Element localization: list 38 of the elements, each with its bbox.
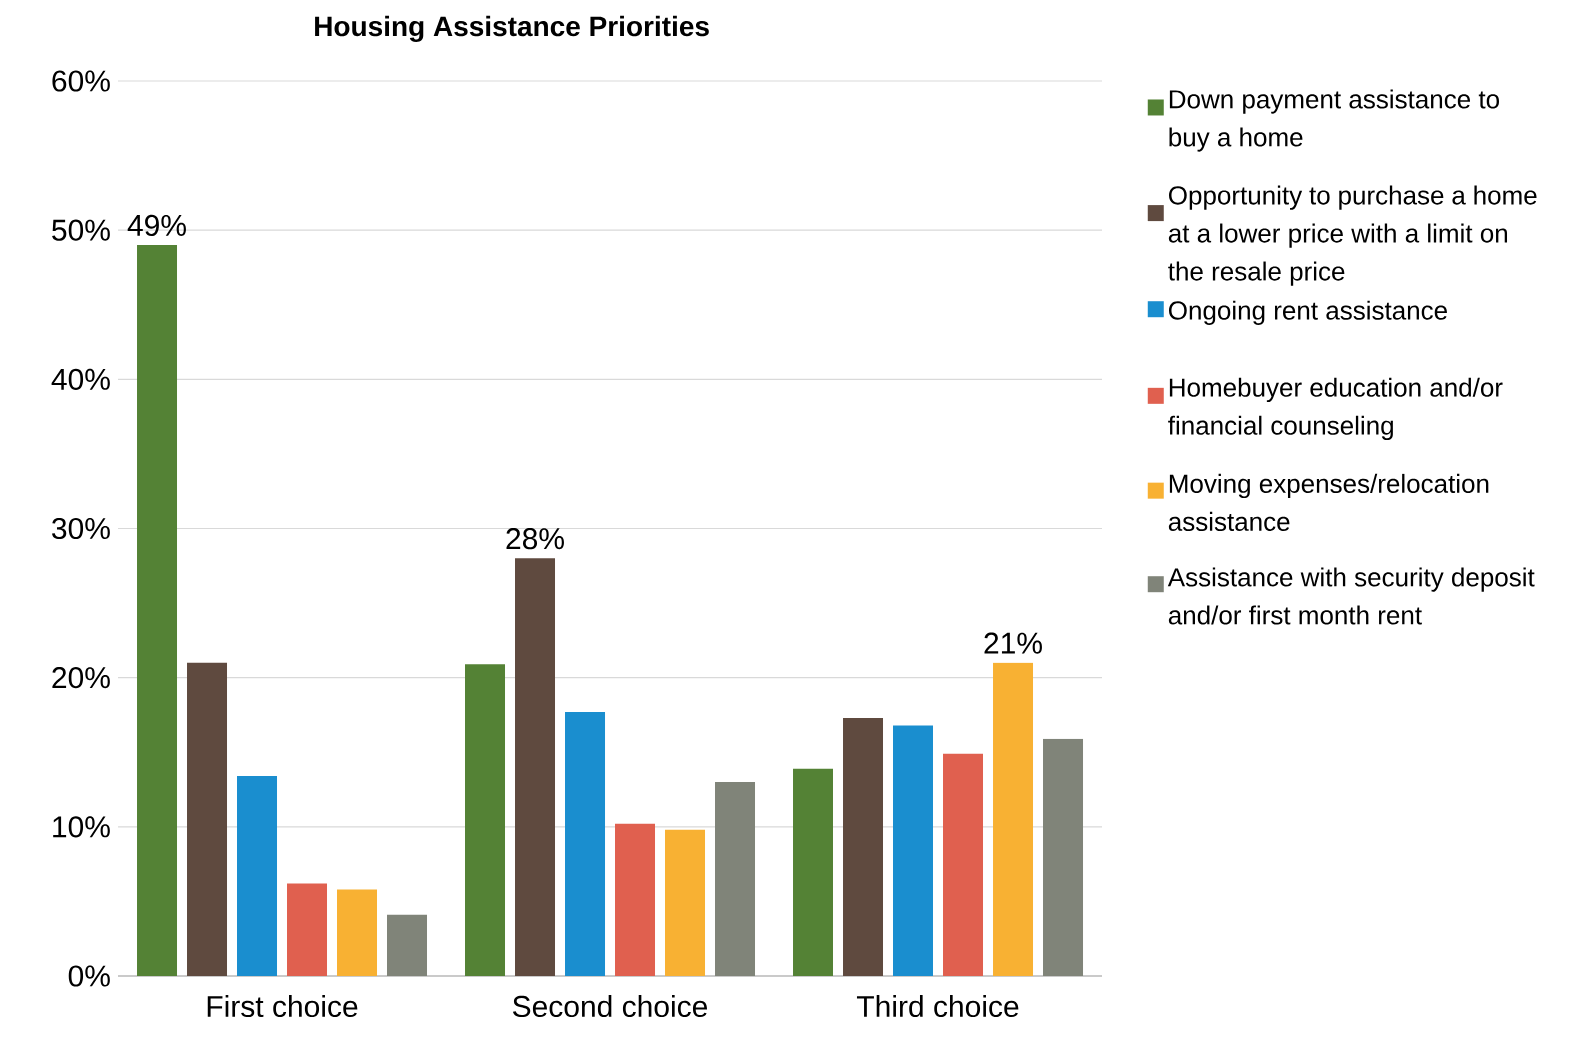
data-label: 28% [506,528,564,550]
legend-label: Moving expenses/relocation assistance [1168,473,1489,531]
bar [943,753,984,976]
bar [137,245,178,976]
bar [237,776,278,976]
bar [715,782,756,976]
y-tick-label: 40% [51,368,110,390]
legend-label: Ongoing rent assistance [1168,300,1447,325]
y-tick-label: 60% [52,70,110,92]
bar [387,914,428,976]
legend-label: Down payment assistance to buy a home [1169,89,1499,152]
bar [993,662,1034,976]
bar [187,662,228,976]
bar [1043,738,1084,976]
y-tick-label: 0% [68,965,110,987]
y-tick-label: 20% [52,667,110,689]
y-tick-label: 10% [53,816,110,838]
chart-title: Housing Assistance Priorities [315,15,709,42]
data-label: 21% [984,632,1042,654]
x-tick-label: Second choice [512,995,708,1018]
legend-label: Assistance with security deposit and/or first month rent [1167,567,1535,625]
y-tick-label: 30% [52,517,110,540]
bar [893,725,934,976]
bar [465,664,506,976]
bar [843,717,884,976]
bar [665,829,706,976]
bar [287,883,328,976]
bar [615,823,656,976]
bar [337,889,378,976]
bar [793,768,834,976]
legend-label: Opportunity to purchase a home at a lower price with a limit on the resale price [1168,185,1537,286]
x-tick-label: First choice [207,995,358,1018]
legend-label: Homebuyer education and/or financial counseling [1168,377,1503,441]
data-label: 49% [127,214,186,237]
bar [515,558,556,976]
y-tick-label: 50% [52,219,110,241]
x-tick-label: Third choice [856,995,1019,1018]
bar [565,711,606,976]
